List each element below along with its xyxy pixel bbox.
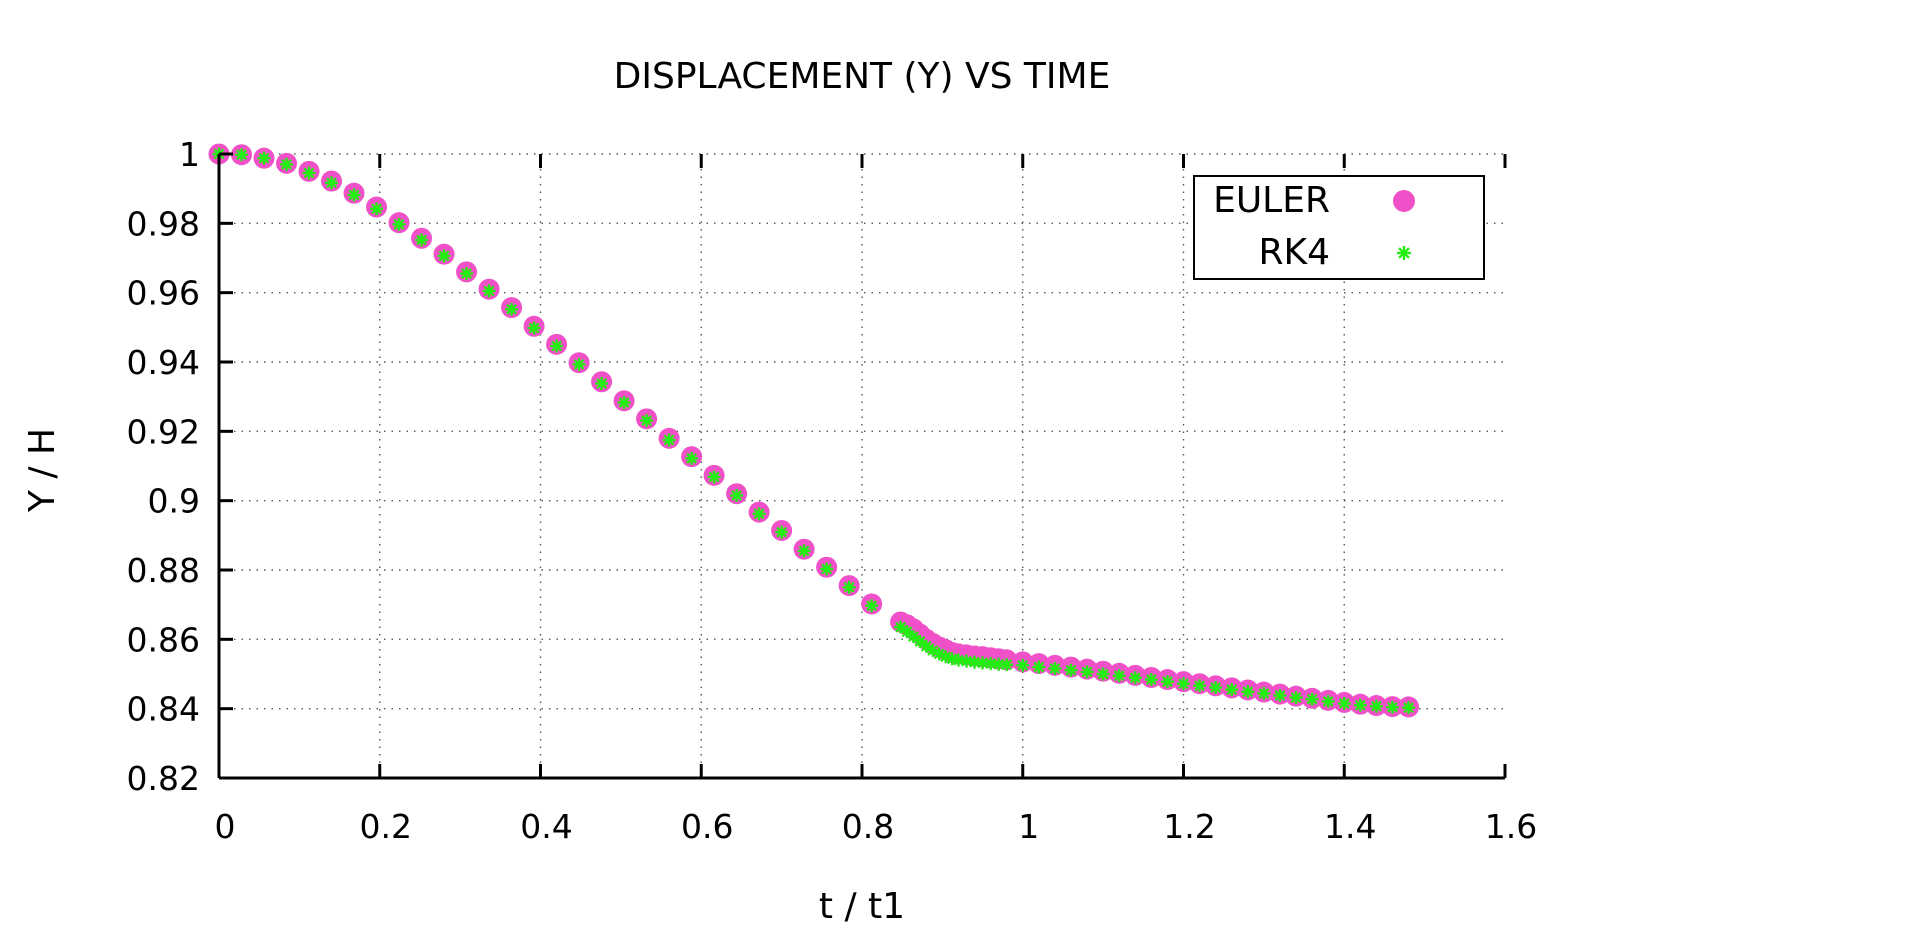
rk4-point (617, 396, 631, 410)
rk4-point (894, 620, 908, 634)
rk4-point (1112, 669, 1126, 683)
rk4-point (842, 580, 856, 594)
rk4-point (257, 151, 271, 165)
x-tick-label: 1.6 (1485, 807, 1537, 846)
rk4-point (752, 507, 766, 521)
rk4-point (1257, 686, 1271, 700)
rk4-point (1128, 671, 1142, 685)
x-tick-label: 1 (1018, 807, 1039, 846)
legend: EULER RK4 (1193, 175, 1485, 280)
y-tick-label: 0.98 (127, 204, 200, 243)
rk4-point (347, 188, 361, 202)
rk4-point (527, 321, 541, 335)
rk4-point (865, 599, 879, 613)
rk4-point (1385, 700, 1399, 714)
x-axis-title: t / t1 (819, 886, 905, 927)
rk4-point (460, 267, 474, 281)
rk4-point (1193, 679, 1207, 693)
rk4-point (1353, 698, 1367, 712)
x-tick-label: 0.2 (360, 807, 412, 846)
rk4-point (1369, 699, 1383, 713)
rk4-point (235, 148, 249, 162)
y-tick-label: 0.9 (148, 482, 200, 521)
rk4-point (482, 284, 496, 298)
rk4-point (370, 202, 384, 216)
y-tick-label: 0.96 (127, 274, 200, 313)
rk4-point (797, 544, 811, 558)
rk4-point (392, 217, 406, 231)
rk4-point (820, 562, 834, 576)
rk4-point (1321, 694, 1335, 708)
rk4-point (595, 376, 609, 390)
x-tick-label: 0.4 (520, 807, 572, 846)
x-tick-label: 1.2 (1163, 807, 1215, 846)
rk4-point (415, 233, 429, 247)
legend-markers (1393, 190, 1415, 260)
chart-title: DISPLACEMENT (Y) VS TIME (614, 56, 1111, 97)
legend-marker-rk4 (1397, 246, 1411, 260)
rk4-point (730, 488, 744, 502)
y-tick-label: 0.92 (127, 412, 200, 451)
rk4-point (325, 176, 339, 190)
rk4-point (1209, 681, 1223, 695)
rk4-point (437, 249, 451, 263)
y-tick-label: 0.88 (127, 551, 200, 590)
legend-box (1193, 175, 1485, 280)
legend-marker-euler (1393, 190, 1415, 212)
rk4-point (685, 451, 699, 465)
rk4-point (968, 655, 982, 669)
axes (217, 152, 1507, 780)
rk4-point (280, 157, 294, 171)
rk4-point (1160, 675, 1174, 689)
rk4-point (707, 470, 721, 484)
rk4-point (640, 414, 654, 428)
rk4-point (1080, 665, 1094, 679)
rk4-point (1064, 663, 1078, 677)
y-tick-label: 0.94 (127, 343, 200, 382)
rk4-point (1032, 660, 1046, 674)
rk4-point (1016, 658, 1030, 672)
rk4-point (1144, 673, 1158, 687)
rk4-point (1289, 691, 1303, 705)
rk4-point (1000, 658, 1014, 672)
legend-label-rk4: RK4 (1258, 232, 1330, 273)
x-tick-label: 0.8 (842, 807, 894, 846)
rk4-point (1048, 661, 1062, 675)
rk4-point (1096, 667, 1110, 681)
tick-labels: 0 0.2 0.4 0.6 0.8 1 1.2 1.4 1.6 0.82 0.84 0.86 0.88 0… (127, 135, 1538, 846)
rk4-point (1305, 692, 1319, 706)
rk4-point (775, 525, 789, 539)
legend-label-euler: EULER (1213, 180, 1330, 221)
y-axis-title: Y / H (22, 428, 63, 513)
y-tick-label: 0.86 (127, 620, 200, 659)
rk4-point (1225, 683, 1239, 697)
y-tick-label: 0.84 (127, 690, 200, 729)
x-tick-label: 0 (215, 807, 236, 846)
x-tick-label: 1.4 (1324, 807, 1376, 846)
rk4-point (1273, 688, 1287, 702)
rk4-point (572, 357, 586, 371)
data-points (208, 143, 1420, 718)
rk4-point (302, 166, 316, 180)
rk4-point (662, 433, 676, 447)
rk4-point (1402, 701, 1416, 715)
rk4-point (550, 339, 564, 353)
rk4-point (1337, 696, 1351, 710)
x-tick-label: 0.6 (681, 807, 733, 846)
y-tick-label: 0.82 (127, 759, 200, 798)
y-tick-label: 1 (179, 135, 200, 174)
rk4-point (505, 302, 519, 316)
rk4-point (1177, 677, 1190, 691)
rk4-point (1241, 685, 1255, 699)
